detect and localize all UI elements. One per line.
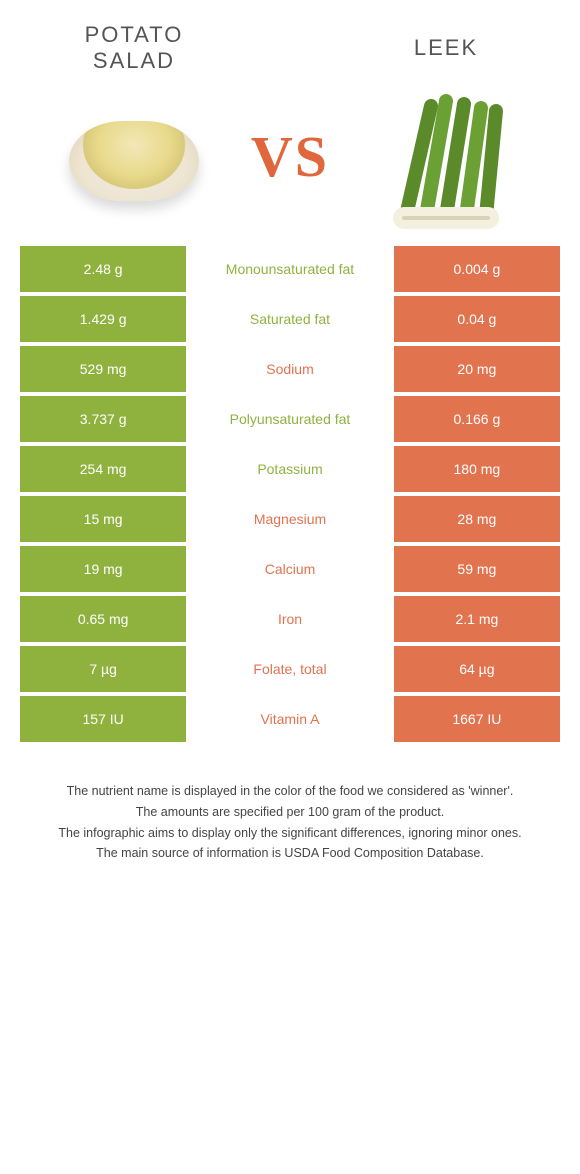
nutrient-left-value: 529 mg: [20, 346, 186, 392]
nutrient-right-value: 0.04 g: [394, 296, 560, 342]
food-right-image: [371, 86, 521, 236]
nutrient-left-value: 157 IU: [20, 696, 186, 742]
nutrient-label: Sodium: [190, 346, 390, 392]
nutrient-right-value: 20 mg: [394, 346, 560, 392]
nutrient-right-value: 0.004 g: [394, 246, 560, 292]
nutrient-table: 2.48 gMonounsaturated fat0.004 g 1.429 gS…: [0, 246, 580, 742]
nutrient-label: Vitamin A: [190, 696, 390, 742]
comparison-header: Potato Salad VS Leek: [0, 0, 580, 246]
nutrient-label: Polyunsaturated fat: [190, 396, 390, 442]
vs-label: VS: [251, 123, 329, 190]
nutrient-right-value: 28 mg: [394, 496, 560, 542]
nutrient-left-value: 2.48 g: [20, 246, 186, 292]
nutrient-right-value: 2.1 mg: [394, 596, 560, 642]
nutrient-left-value: 15 mg: [20, 496, 186, 542]
nutrient-left-value: 0.65 mg: [20, 596, 186, 642]
nutrient-left-value: 3.737 g: [20, 396, 186, 442]
nutrient-right-value: 0.166 g: [394, 396, 560, 442]
nutrient-left-value: 1.429 g: [20, 296, 186, 342]
food-left-column: Potato Salad: [30, 20, 238, 236]
nutrient-label: Magnesium: [190, 496, 390, 542]
footer-line: The infographic aims to display only the…: [30, 824, 550, 843]
nutrient-right-value: 180 mg: [394, 446, 560, 492]
food-left-image: [59, 86, 209, 236]
nutrient-left-value: 7 µg: [20, 646, 186, 692]
footer-line: The main source of information is USDA F…: [30, 844, 550, 863]
footer-notes: The nutrient name is displayed in the co…: [0, 742, 580, 895]
nutrient-label: Potassium: [190, 446, 390, 492]
food-right-title: Leek: [414, 20, 478, 76]
leek-icon: [376, 86, 516, 236]
nutrient-left-value: 19 mg: [20, 546, 186, 592]
nutrient-right-value: 64 µg: [394, 646, 560, 692]
footer-line: The nutrient name is displayed in the co…: [30, 782, 550, 801]
nutrient-label: Monounsaturated fat: [190, 246, 390, 292]
nutrient-right-value: 1667 IU: [394, 696, 560, 742]
potato-salad-icon: [69, 121, 199, 201]
food-left-title: Potato Salad: [85, 20, 184, 76]
nutrient-label: Folate, total: [190, 646, 390, 692]
nutrient-right-value: 59 mg: [394, 546, 560, 592]
nutrient-label: Iron: [190, 596, 390, 642]
nutrient-label: Calcium: [190, 546, 390, 592]
nutrient-label: Saturated fat: [190, 296, 390, 342]
footer-line: The amounts are specified per 100 gram o…: [30, 803, 550, 822]
nutrient-left-value: 254 mg: [20, 446, 186, 492]
food-right-column: Leek: [342, 20, 550, 236]
